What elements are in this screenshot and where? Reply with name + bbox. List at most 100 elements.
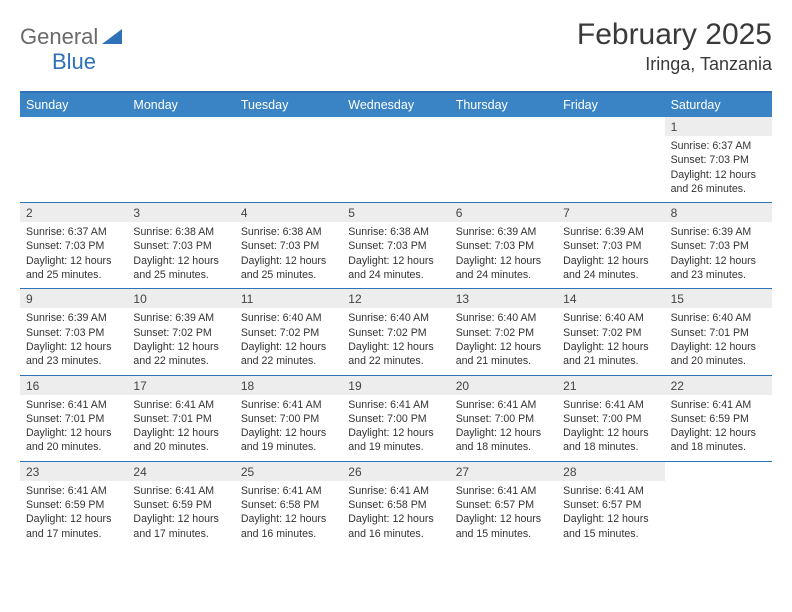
calendar-cell	[342, 117, 449, 203]
calendar-cell: 25Sunrise: 6:41 AMSunset: 6:58 PMDayligh…	[235, 462, 342, 548]
daylight-line1: Daylight: 12 hours	[456, 254, 551, 268]
day-number: 15	[665, 289, 772, 308]
calendar-cell: 11Sunrise: 6:40 AMSunset: 7:02 PMDayligh…	[235, 289, 342, 375]
daylight-line1: Daylight: 12 hours	[456, 512, 551, 526]
calendar-cell: 26Sunrise: 6:41 AMSunset: 6:58 PMDayligh…	[342, 462, 449, 548]
month-title: February 2025	[577, 18, 772, 52]
sunset-text: Sunset: 7:00 PM	[456, 412, 551, 426]
calendar-cell: 4Sunrise: 6:38 AMSunset: 7:03 PMDaylight…	[235, 203, 342, 289]
sunrise-text: Sunrise: 6:38 AM	[241, 225, 336, 239]
daylight-line1: Daylight: 12 hours	[241, 340, 336, 354]
day-number: 24	[127, 462, 234, 481]
day-details: Sunrise: 6:39 AMSunset: 7:03 PMDaylight:…	[20, 308, 127, 368]
sunset-text: Sunset: 7:00 PM	[348, 412, 443, 426]
calendar-cell: 17Sunrise: 6:41 AMSunset: 7:01 PMDayligh…	[127, 376, 234, 462]
day-header-sunday: Sunday	[20, 93, 127, 117]
calendar-cell: 14Sunrise: 6:40 AMSunset: 7:02 PMDayligh…	[557, 289, 664, 375]
day-number	[557, 117, 664, 122]
sunrise-text: Sunrise: 6:41 AM	[563, 398, 658, 412]
sunrise-text: Sunrise: 6:41 AM	[456, 398, 551, 412]
daylight-line1: Daylight: 12 hours	[563, 512, 658, 526]
sunrise-text: Sunrise: 6:38 AM	[348, 225, 443, 239]
sunset-text: Sunset: 6:57 PM	[563, 498, 658, 512]
sunset-text: Sunset: 6:59 PM	[133, 498, 228, 512]
sunrise-text: Sunrise: 6:39 AM	[563, 225, 658, 239]
sunrise-text: Sunrise: 6:37 AM	[671, 139, 766, 153]
day-details: Sunrise: 6:37 AMSunset: 7:03 PMDaylight:…	[665, 136, 772, 196]
daylight-line2: and 18 minutes.	[563, 440, 658, 454]
day-number: 28	[557, 462, 664, 481]
daylight-line1: Daylight: 12 hours	[26, 426, 121, 440]
daylight-line2: and 24 minutes.	[456, 268, 551, 282]
day-number	[235, 117, 342, 122]
day-number	[127, 117, 234, 122]
sunrise-text: Sunrise: 6:39 AM	[456, 225, 551, 239]
logo-text-blue: Blue	[52, 49, 96, 74]
calendar-cell: 19Sunrise: 6:41 AMSunset: 7:00 PMDayligh…	[342, 376, 449, 462]
daylight-line2: and 22 minutes.	[241, 354, 336, 368]
daylight-line1: Daylight: 12 hours	[348, 512, 443, 526]
daylight-line2: and 21 minutes.	[563, 354, 658, 368]
day-number: 11	[235, 289, 342, 308]
sunrise-text: Sunrise: 6:41 AM	[348, 484, 443, 498]
daylight-line2: and 17 minutes.	[26, 527, 121, 541]
day-details: Sunrise: 6:41 AMSunset: 7:00 PMDaylight:…	[235, 395, 342, 455]
day-details: Sunrise: 6:37 AMSunset: 7:03 PMDaylight:…	[20, 222, 127, 282]
daylight-line1: Daylight: 12 hours	[133, 254, 228, 268]
sunrise-text: Sunrise: 6:41 AM	[563, 484, 658, 498]
sunrise-text: Sunrise: 6:39 AM	[671, 225, 766, 239]
day-number: 12	[342, 289, 449, 308]
day-details: Sunrise: 6:40 AMSunset: 7:02 PMDaylight:…	[342, 308, 449, 368]
logo: General	[20, 24, 124, 50]
daylight-line2: and 17 minutes.	[133, 527, 228, 541]
daylight-line2: and 18 minutes.	[671, 440, 766, 454]
day-number: 9	[20, 289, 127, 308]
sunset-text: Sunset: 7:03 PM	[456, 239, 551, 253]
calendar-cell: 18Sunrise: 6:41 AMSunset: 7:00 PMDayligh…	[235, 376, 342, 462]
calendar-cell: 8Sunrise: 6:39 AMSunset: 7:03 PMDaylight…	[665, 203, 772, 289]
day-details: Sunrise: 6:41 AMSunset: 6:58 PMDaylight:…	[235, 481, 342, 541]
day-details: Sunrise: 6:41 AMSunset: 6:57 PMDaylight:…	[557, 481, 664, 541]
logo-text-general: General	[20, 24, 98, 50]
day-number: 14	[557, 289, 664, 308]
daylight-line2: and 24 minutes.	[348, 268, 443, 282]
sunset-text: Sunset: 6:58 PM	[348, 498, 443, 512]
daylight-line1: Daylight: 12 hours	[671, 168, 766, 182]
calendar-cell: 1Sunrise: 6:37 AMSunset: 7:03 PMDaylight…	[665, 117, 772, 203]
day-number: 4	[235, 203, 342, 222]
sunset-text: Sunset: 7:02 PM	[563, 326, 658, 340]
day-number: 13	[450, 289, 557, 308]
sunrise-text: Sunrise: 6:41 AM	[133, 484, 228, 498]
day-details: Sunrise: 6:41 AMSunset: 7:01 PMDaylight:…	[20, 395, 127, 455]
day-number	[342, 117, 449, 122]
day-details: Sunrise: 6:39 AMSunset: 7:03 PMDaylight:…	[665, 222, 772, 282]
calendar-cell: 20Sunrise: 6:41 AMSunset: 7:00 PMDayligh…	[450, 376, 557, 462]
daylight-line2: and 16 minutes.	[241, 527, 336, 541]
day-number: 7	[557, 203, 664, 222]
daylight-line2: and 23 minutes.	[26, 354, 121, 368]
sunset-text: Sunset: 7:00 PM	[563, 412, 658, 426]
sunset-text: Sunset: 6:58 PM	[241, 498, 336, 512]
day-details: Sunrise: 6:41 AMSunset: 7:00 PMDaylight:…	[342, 395, 449, 455]
calendar-cell: 5Sunrise: 6:38 AMSunset: 7:03 PMDaylight…	[342, 203, 449, 289]
day-number: 20	[450, 376, 557, 395]
calendar-cell: 23Sunrise: 6:41 AMSunset: 6:59 PMDayligh…	[20, 462, 127, 548]
daylight-line1: Daylight: 12 hours	[671, 340, 766, 354]
day-number: 2	[20, 203, 127, 222]
sunset-text: Sunset: 7:02 PM	[241, 326, 336, 340]
daylight-line1: Daylight: 12 hours	[133, 426, 228, 440]
calendar-cell: 21Sunrise: 6:41 AMSunset: 7:00 PMDayligh…	[557, 376, 664, 462]
daylight-line1: Daylight: 12 hours	[26, 340, 121, 354]
day-details: Sunrise: 6:39 AMSunset: 7:03 PMDaylight:…	[557, 222, 664, 282]
day-details: Sunrise: 6:40 AMSunset: 7:02 PMDaylight:…	[557, 308, 664, 368]
sunset-text: Sunset: 7:01 PM	[671, 326, 766, 340]
daylight-line1: Daylight: 12 hours	[133, 340, 228, 354]
day-details: Sunrise: 6:41 AMSunset: 6:58 PMDaylight:…	[342, 481, 449, 541]
sunrise-text: Sunrise: 6:41 AM	[241, 484, 336, 498]
sunset-text: Sunset: 7:03 PM	[671, 239, 766, 253]
day-details: Sunrise: 6:41 AMSunset: 6:59 PMDaylight:…	[20, 481, 127, 541]
day-number: 10	[127, 289, 234, 308]
day-number	[20, 117, 127, 122]
daylight-line1: Daylight: 12 hours	[133, 512, 228, 526]
sunset-text: Sunset: 7:03 PM	[26, 326, 121, 340]
